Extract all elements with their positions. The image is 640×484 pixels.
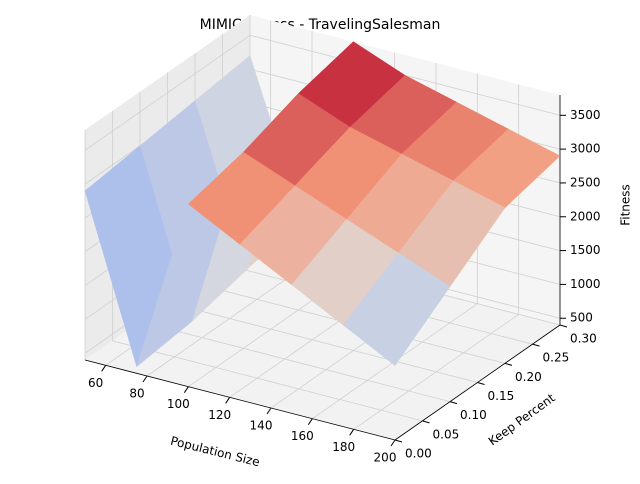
tick-mark (477, 382, 485, 385)
z-axis-label: Fitness (619, 184, 633, 226)
tick-mark (390, 439, 396, 447)
tick-mark (559, 324, 568, 328)
tick-mark (225, 397, 231, 404)
z-tick-label: 3000 (570, 142, 601, 156)
surface-patch (342, 252, 451, 366)
tick-mark (307, 418, 313, 425)
tick-mark (504, 362, 513, 366)
grid-line (84, 34, 251, 151)
axis-line (84, 359, 396, 441)
tick-mark (422, 420, 430, 424)
y-tick-label: 0.30 (570, 332, 597, 346)
tick-mark (183, 386, 189, 393)
z-tick-label: 2500 (570, 175, 601, 189)
tick-mark (394, 439, 403, 443)
z-tick-label: 2000 (570, 209, 601, 223)
grid-line (112, 340, 423, 422)
tick-mark (532, 343, 540, 347)
y-tick-label: 0.20 (515, 370, 542, 384)
z-tick-label: 1500 (570, 243, 601, 257)
tick-mark (101, 365, 107, 372)
z-tick-label: 500 (570, 311, 593, 325)
x-tick-label: 140 (250, 419, 273, 433)
y-tick-label: 0.05 (433, 427, 460, 441)
tick-mark (449, 401, 458, 405)
y-tick-label: 0.15 (488, 389, 515, 403)
grid-line (139, 321, 451, 403)
x-axis-label: Population Size (169, 434, 261, 470)
x-tick-label: 60 (88, 376, 103, 390)
y-tick-label: 0.25 (543, 351, 570, 365)
tick-mark (266, 407, 272, 415)
x-tick-label: 80 (129, 387, 144, 401)
y-tick-label: 0.00 (405, 447, 432, 461)
x-tick-label: 200 (374, 451, 397, 465)
axis-line (394, 324, 561, 441)
tick-mark (349, 429, 355, 436)
tick-mark (142, 375, 148, 383)
x-tick-label: 100 (167, 397, 190, 411)
y-tick-label: 0.10 (460, 408, 487, 422)
z-tick-label: 3500 (570, 108, 601, 122)
grid-line (167, 302, 478, 383)
x-tick-label: 160 (291, 429, 314, 443)
x-tick-label: 180 (332, 440, 355, 454)
z-tick-label: 1000 (570, 277, 601, 291)
x-tick-label: 120 (208, 408, 231, 422)
